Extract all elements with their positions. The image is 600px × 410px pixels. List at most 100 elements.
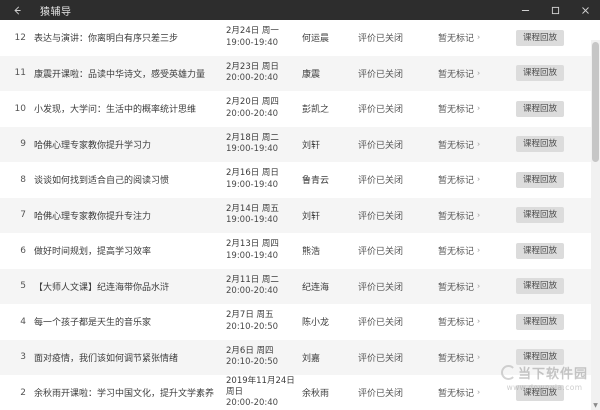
row-mark-label: 暂无标记 [438,211,475,222]
back-button[interactable] [0,0,34,20]
row-teacher: 熊浩 [302,247,321,258]
row-mark-label: 暂无标记 [438,34,475,45]
course-replay-button[interactable]: 课程回放 [516,171,565,188]
row-mark-label: 暂无标记 [438,176,475,187]
row-course-title[interactable]: 【大师人文课】纪连海带你品水浒 [34,282,170,293]
row-index: 10 [14,103,26,114]
row-index: 9 [20,139,26,150]
row-mark-link[interactable]: 暂无标记 › [438,315,516,329]
table-row[interactable]: 11 康震开课啦：品读中华诗文，感受英雄力量 2月23日 周日 20:00-20:40… [0,55,600,91]
row-action-cell: 课程回放 [516,242,600,259]
close-icon [581,6,589,14]
row-index: 5 [20,281,26,292]
row-schedule: 2月11日 周二 20:00-20:40 [226,275,296,298]
row-mark-link[interactable]: 暂无标记 › [438,280,516,293]
row-mark-link[interactable]: 暂无标记 › [438,102,516,116]
row-course-title[interactable]: 小发现，大学问：生活中的概率统计思维 [34,105,197,116]
scroll-down-arrow[interactable]: ▼ [593,402,598,409]
row-mark-link[interactable]: 暂无标记 › [438,386,516,400]
row-mark-link[interactable]: 暂无标记 › [438,351,516,364]
row-schedule: 2月23日 周日 20:00-20:40 [226,62,296,85]
row-evaluation-status: 评价已关闭 [358,140,404,151]
scrollbar-thumb[interactable] [592,42,599,162]
window-title: 猿辅导 [40,6,72,18]
chevron-right-icon: › [477,210,481,220]
table-row[interactable]: 3 面对疫情，我们该如何调节紧张情绪 2月6日 周四 20:10-20:50 刘嘉 评价已… [0,339,600,375]
row-action-cell: 课程回放 [516,136,600,153]
row-mark-link[interactable]: 暂无标记 › [438,31,516,45]
row-course-title[interactable]: 谈谈如何找到适合自己的阅读习惯 [34,176,170,187]
chevron-right-icon: › [477,32,481,42]
maximize-icon [551,6,559,14]
row-schedule: 2月14日 周五 19:00-19:40 [226,204,296,227]
row-teacher: 康震 [302,69,321,80]
row-mark-link[interactable]: 暂无标记 › [438,209,516,222]
row-course-title[interactable]: 余秋雨开课啦：学习中国文化，提升文学素养 [34,389,215,400]
chevron-right-icon: › [477,316,481,326]
row-time: 20:10-20:50 [226,357,279,368]
minimize-icon [521,9,529,11]
table-row[interactable]: 12 表达与演讲：你离明白有序只差三步 2月24日 周一 19:00-19:40 何运晨… [0,20,600,56]
row-mark-link[interactable]: 暂无标记 › [438,244,516,258]
row-teacher: 纪连海 [302,282,330,293]
vertical-scrollbar[interactable]: ▲ ▼ [591,40,600,410]
row-course-title[interactable]: 做好时间规划，提高学习效率 [34,247,152,258]
row-date: 2月20日 周四 [226,97,279,108]
row-date: 2月16日 周日 [226,168,279,179]
course-replay-button[interactable]: 课程回放 [516,136,565,153]
course-replay-button[interactable]: 课程回放 [516,29,565,46]
course-replay-button[interactable]: 课程回放 [516,242,565,259]
table-row[interactable]: 7 哈佛心理专家教你提升专注力 2月14日 周五 19:00-19:40 刘轩 评价已关闭… [0,197,600,233]
table-row[interactable]: 9 哈佛心理专家教你提升学习力 2月18日 周二 19:00-19:40 刘轩 评价已关闭… [0,126,600,162]
row-index: 2 [20,387,26,398]
row-schedule: 2月20日 周四 20:00-20:40 [226,97,296,120]
row-mark-label: 暂无标记 [438,69,475,80]
row-time: 19:00-19:40 [226,37,279,48]
row-course-title[interactable]: 康震开课啦：品读中华诗文，感受英雄力量 [34,69,206,80]
row-mark-link[interactable]: 暂无标记 › [438,173,516,187]
row-course-title[interactable]: 哈佛心理专家教你提升专注力 [34,211,152,222]
row-time: 20:00-20:40 [226,108,279,119]
row-schedule: 2月16日 周日 19:00-19:40 [226,168,296,191]
row-date: 2月24日 周一 [226,26,279,37]
course-replay-button[interactable]: 课程回放 [516,100,565,117]
row-evaluation-status: 评价已关闭 [358,247,404,258]
row-teacher: 余秋雨 [302,389,330,400]
course-replay-button[interactable]: 课程回放 [516,207,565,224]
course-replay-button[interactable]: 课程回放 [516,278,565,295]
close-button[interactable] [570,0,600,20]
row-action-cell: 课程回放 [516,349,600,366]
table-row[interactable]: 8 谈谈如何找到适合自己的阅读习惯 2月16日 周日 19:00-19:40 鲁青云 评价… [0,162,600,198]
row-course-title[interactable]: 哈佛心理专家教你提升学习力 [34,140,152,151]
row-evaluation-status: 评价已关闭 [358,105,404,116]
minimize-button[interactable] [510,0,540,20]
row-schedule: 2月13日 周四 19:00-19:40 [226,239,296,262]
course-replay-button[interactable]: 课程回放 [516,384,565,401]
row-course-title[interactable]: 每一个孩子都是天生的音乐家 [34,318,152,329]
course-replay-button[interactable]: 课程回放 [516,65,565,82]
row-schedule: 2月18日 周二 19:00-19:40 [226,133,296,156]
row-action-cell: 课程回放 [516,100,600,117]
course-replay-button[interactable]: 课程回放 [516,349,565,366]
table-row[interactable]: 10 小发现，大学问：生活中的概率统计思维 2月20日 周四 20:00-20:40 彭… [0,91,600,127]
row-schedule: 2月6日 周四 20:10-20:50 [226,346,296,369]
row-time: 19:00-19:40 [226,250,279,261]
course-replay-button[interactable]: 课程回放 [516,313,565,330]
row-teacher: 刘轩 [302,140,321,151]
row-index: 4 [20,316,26,327]
table-row[interactable]: 2 余秋雨开课啦：学习中国文化，提升文学素养 2019年11月24日 周日 20:00… [0,375,600,410]
row-mark-link[interactable]: 暂无标记 › [438,67,516,80]
row-mark-link[interactable]: 暂无标记 › [438,138,516,151]
maximize-button[interactable] [540,0,570,20]
table-row[interactable]: 6 做好时间规划，提高学习效率 2月13日 周四 19:00-19:40 熊浩 评价已关闭… [0,233,600,269]
course-list: 12 表达与演讲：你离明白有序只差三步 2月24日 周一 19:00-19:40 何运晨… [0,20,600,410]
table-row[interactable]: 4 每一个孩子都是天生的音乐家 2月7日 周五 20:10-20:50 陈小龙 评价已关闭… [0,304,600,340]
row-course-title[interactable]: 表达与演讲：你离明白有序只差三步 [34,34,179,45]
chevron-right-icon: › [477,139,481,149]
row-course-title[interactable]: 面对疫情，我们该如何调节紧张情绪 [34,353,179,364]
row-date: 2月7日 周五 [226,310,274,321]
chevron-right-icon: › [477,245,481,255]
table-row[interactable]: 5 【大师人文课】纪连海带你品水浒 2月11日 周二 20:00-20:40 纪连海 评价… [0,268,600,304]
row-action-cell: 课程回放 [516,65,600,82]
row-time: 19:00-19:40 [226,179,279,190]
